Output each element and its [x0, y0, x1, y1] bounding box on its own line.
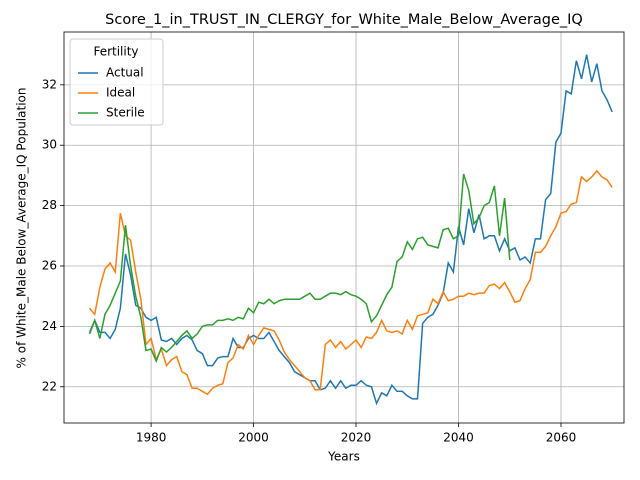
x-tick-label: 1980	[136, 431, 167, 445]
plot-frame	[63, 31, 625, 424]
legend-label: Sterile	[106, 106, 145, 120]
series-line	[88, 173, 511, 364]
legend-title: Fertility	[93, 45, 138, 59]
chart-title: Score_1_in_TRUST_IN_CLERGY_for_White_Mal…	[105, 12, 583, 28]
y-tick-label: 28	[42, 198, 57, 212]
y-tick-label: 32	[42, 77, 57, 91]
y-tick-label: 22	[42, 379, 57, 393]
legend-box	[69, 38, 164, 126]
x-axis-label: Years	[327, 450, 360, 464]
y-tick-label: 24	[42, 319, 57, 333]
legend-label: Ideal	[106, 86, 135, 100]
y-tick-label: 30	[42, 138, 57, 152]
x-tick-label: 2000	[238, 431, 269, 445]
x-tick-label: 2060	[546, 431, 577, 445]
x-tick-label: 2040	[443, 431, 474, 445]
series-line	[88, 54, 613, 406]
y-tick-label: 26	[42, 258, 57, 272]
series-line	[89, 169, 613, 396]
legend: Fertility Actual Ideal Sterile	[69, 38, 164, 126]
y-axis-label: % of White_Male Below_Average_IQ Populat…	[15, 88, 29, 369]
x-tick-label: 2020	[341, 431, 372, 445]
legend-label: Actual	[106, 66, 144, 80]
